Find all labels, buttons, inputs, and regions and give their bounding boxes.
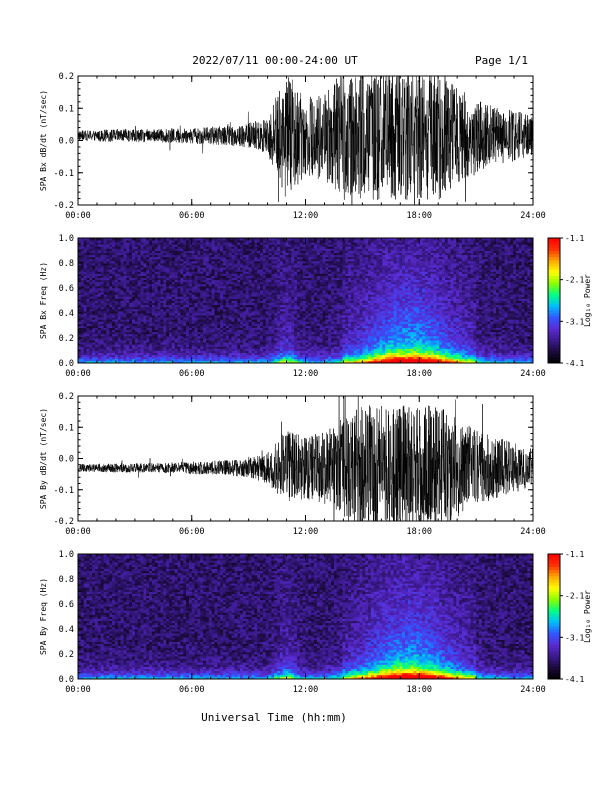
panels: 00:00 06:00 12:00 18:00 24:00 -0.2 -0.1 0.0 0.1 0… (39, 11, 592, 695)
y-tick-label: 0.0 (59, 137, 74, 147)
spectrogram-cells (78, 238, 533, 363)
x-tick-label: 18:00 (406, 211, 432, 221)
y-axis-label: SPA Bx dB/dt (nT/sec) (39, 90, 48, 191)
x-tick-label: 12:00 (293, 211, 319, 221)
x-tick-label: 00:00 (65, 211, 91, 221)
figure-title: 2022/07/11 00:00-24:00 UT (192, 54, 358, 67)
y-tick-label: -0.2 (54, 201, 74, 211)
panel-1: 00:00 06:00 12:00 18:00 24:00 -0.2 -0.1 0.0 0.1 0… (39, 11, 546, 274)
y-tick-label: 0.2 (59, 72, 74, 82)
x-axis-label: Universal Time (hh:mm) (201, 711, 347, 724)
page-indicator: Page 1/1 (475, 54, 528, 67)
y-tick-label: -0.1 (54, 169, 74, 179)
x-tick-label: 24:00 (520, 211, 546, 221)
y-tick-label: 0.1 (59, 104, 74, 114)
waveform-trace (78, 11, 533, 274)
x-tick-label: 06:00 (179, 211, 205, 221)
